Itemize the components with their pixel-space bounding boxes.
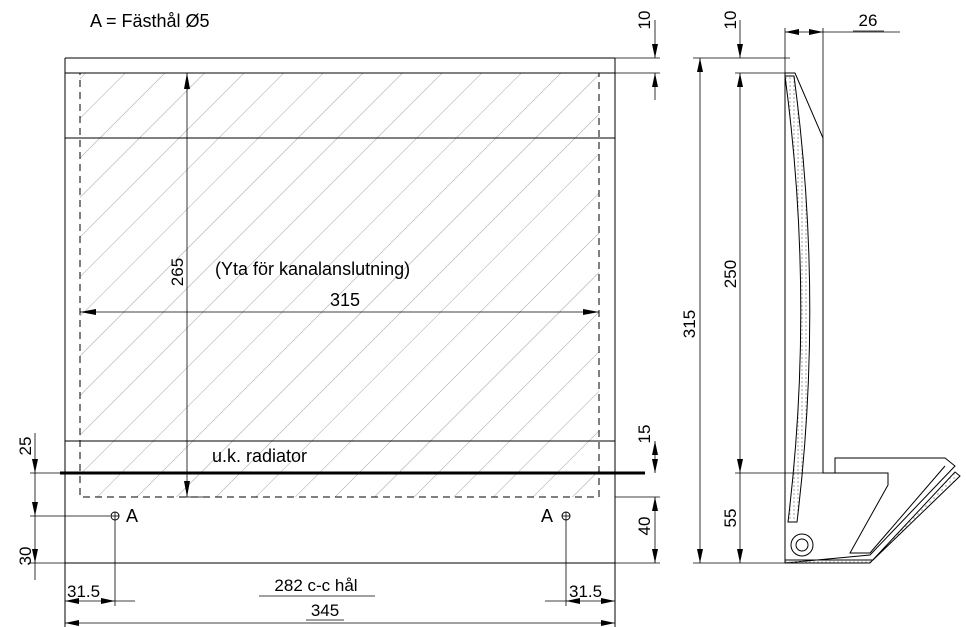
side-lower-height: 55 (721, 509, 740, 528)
dim-radiator-offset: 15 (635, 425, 654, 444)
arrow-head (601, 598, 615, 604)
arrow-head (809, 29, 823, 35)
arrow-head (583, 309, 599, 315)
radiator-label: u.k. radiator (212, 446, 307, 466)
arrow-head (697, 58, 703, 72)
arrow-head (184, 481, 190, 497)
arrow-head (80, 309, 96, 315)
arrow-head (32, 459, 38, 473)
side-roller-inner (795, 538, 809, 552)
arrow-head (737, 549, 743, 563)
side-profile-outer (784, 72, 956, 564)
dim-edge-right: 31.5 (569, 582, 602, 601)
arrow-head (32, 502, 38, 516)
hole-right-label: A (541, 506, 553, 526)
dim-hole-spacing: 282 c-c hål (274, 576, 357, 595)
arrow-head (184, 73, 190, 89)
arrow-head (65, 620, 79, 626)
hole-left-label: A (126, 506, 138, 526)
arrow-head (652, 459, 658, 473)
side-total-height: 315 (680, 310, 699, 338)
front-view: 265 315 (Yta för kanalanslutning) u.k. r… (16, 11, 660, 627)
arrow-head (101, 598, 115, 604)
dim-total-width: 345 (311, 601, 339, 620)
side-depth: 26 (859, 11, 878, 30)
side-lower-box (835, 465, 946, 554)
grille-panel (784, 75, 811, 523)
dim-area-width: 315 (330, 290, 360, 310)
arrow-head (652, 497, 658, 511)
arrow-head (652, 44, 658, 58)
arrow-head (65, 598, 79, 604)
connection-area-outline (79, 72, 600, 498)
side-top-offset: 10 (721, 11, 740, 30)
dim-top-offset: 10 (635, 11, 654, 30)
dim-hole-height: 40 (635, 517, 654, 536)
arrow-head (697, 549, 703, 563)
area-label: (Yta för kanalanslutning) (215, 259, 410, 279)
arrow-head (737, 44, 743, 58)
legend-text: A = Fästhål Ø5 (90, 11, 210, 31)
dim-left-height: 25 (16, 437, 35, 456)
arrow-head (32, 549, 38, 563)
arrow-head (566, 598, 580, 604)
dim-edge-left: 31.5 (67, 582, 100, 601)
arrow-head (652, 441, 658, 455)
connection-area-hatch (80, 73, 599, 497)
arrow-head (785, 29, 799, 35)
side-roller-outer (790, 533, 814, 557)
arrow-head (601, 620, 615, 626)
side-base (784, 471, 961, 564)
dim-bottom-offset: 30 (16, 547, 35, 566)
arrow-head (737, 459, 743, 473)
side-upper-height: 250 (721, 260, 740, 288)
dim-area-height: 265 (168, 258, 187, 286)
arrow-head (652, 549, 658, 563)
arrow-head (652, 73, 658, 87)
side-view: 315 10 250 55 26 (680, 11, 961, 564)
